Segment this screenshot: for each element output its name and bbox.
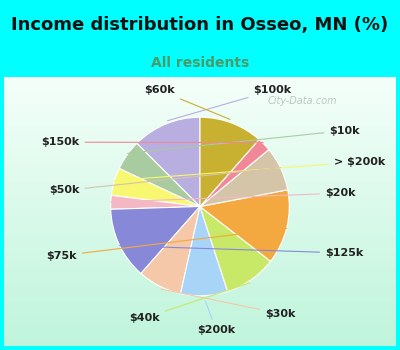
Text: $10k: $10k <box>128 126 360 153</box>
Text: $125k: $125k <box>120 246 363 258</box>
Text: All residents: All residents <box>151 56 249 70</box>
Text: $20k: $20k <box>111 188 356 202</box>
Text: $30k: $30k <box>161 289 296 318</box>
Wedge shape <box>200 117 259 206</box>
Text: $50k: $50k <box>49 168 280 195</box>
Wedge shape <box>111 206 200 273</box>
Text: $200k: $200k <box>197 301 235 335</box>
Wedge shape <box>111 195 200 209</box>
Wedge shape <box>141 206 200 294</box>
Text: City-Data.com: City-Data.com <box>268 96 337 106</box>
Text: $150k: $150k <box>41 137 263 147</box>
Wedge shape <box>119 144 200 206</box>
Text: > $200k: > $200k <box>114 157 385 181</box>
Wedge shape <box>200 140 269 206</box>
Wedge shape <box>200 206 270 292</box>
Wedge shape <box>111 168 200 206</box>
Text: $100k: $100k <box>168 85 292 121</box>
Wedge shape <box>137 117 200 206</box>
Wedge shape <box>200 149 288 206</box>
Wedge shape <box>200 190 289 261</box>
Text: $75k: $75k <box>46 228 287 261</box>
Text: Income distribution in Osseo, MN (%): Income distribution in Osseo, MN (%) <box>11 16 389 34</box>
Text: $40k: $40k <box>129 283 250 323</box>
Wedge shape <box>180 206 228 296</box>
Text: $60k: $60k <box>144 85 230 119</box>
